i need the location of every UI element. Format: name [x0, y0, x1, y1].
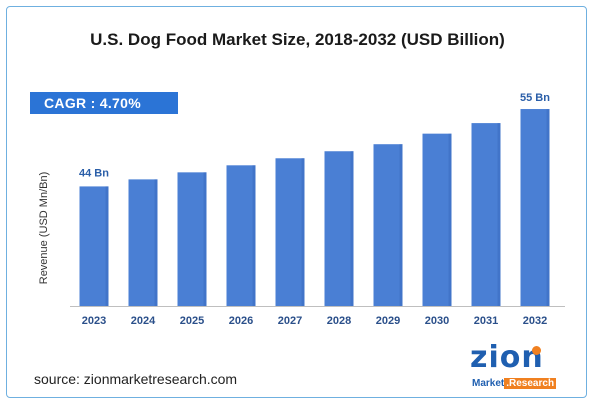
source-text: source: zionmarketresearch.com: [34, 371, 238, 387]
bar-2025: [177, 172, 207, 306]
x-tick-label-2028: 2028: [327, 315, 351, 327]
bar-shade-2030: [448, 133, 452, 306]
bar-2030: [422, 133, 452, 306]
bar-shade-2023: [105, 186, 109, 306]
cagr-badge: CAGR : 4.70%: [30, 92, 178, 114]
x-tick-label-2032: 2032: [523, 315, 547, 327]
bar-2027: [275, 158, 305, 306]
data-label-last: 55 Bn: [520, 92, 550, 104]
chart-title: U.S. Dog Food Market Size, 2018-2032 (US…: [90, 30, 505, 49]
x-tick-label-2030: 2030: [425, 315, 449, 327]
logo-wordmark: zion: [470, 340, 544, 375]
bar-2028: [324, 151, 354, 306]
logo-dot: [532, 346, 541, 355]
x-tick-label-2027: 2027: [278, 315, 302, 327]
bar-2032: [520, 109, 550, 306]
bar-shade-2029: [399, 144, 403, 306]
bar-shade-2025: [203, 172, 207, 306]
bar-2026: [226, 165, 256, 306]
x-tick-label-2024: 2024: [131, 315, 156, 327]
x-tick-label-2029: 2029: [376, 315, 400, 327]
bar-2023: [79, 186, 109, 306]
bar-shade-2026: [252, 165, 256, 306]
bar-2029: [373, 144, 403, 306]
bar-shade-2031: [497, 123, 501, 306]
bar-shade-2027: [301, 158, 305, 306]
bar-shade-2028: [350, 151, 354, 306]
x-tick-label-2023: 2023: [82, 315, 106, 327]
logo-subtitle: Market .Research: [472, 378, 557, 389]
bar-2031: [471, 123, 501, 306]
x-tick-label-2031: 2031: [474, 315, 498, 327]
zion-logo: zion Market .Research: [470, 340, 570, 396]
bar-shade-2032: [546, 109, 550, 306]
bar-shade-2024: [154, 179, 158, 306]
x-tick-label-2026: 2026: [229, 315, 253, 327]
x-tick-label-2025: 2025: [180, 315, 204, 327]
data-label-first: 44 Bn: [79, 167, 109, 179]
bar-2024: [128, 179, 158, 306]
